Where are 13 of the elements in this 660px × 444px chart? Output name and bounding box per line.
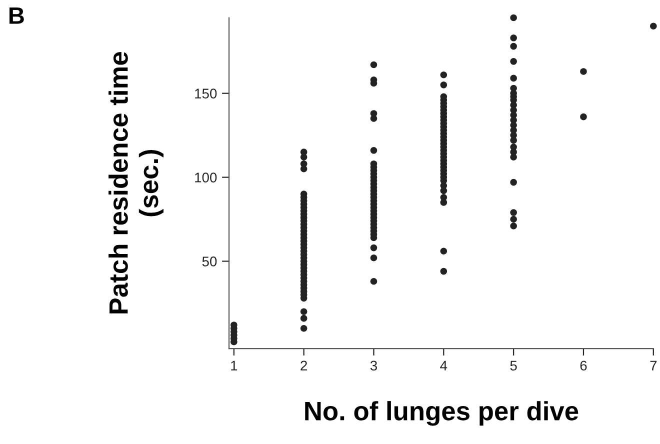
x-tick-label: 4 [440,360,448,370]
text: B [10,8,24,24]
x-tick-label: 2 [300,360,307,370]
x-tick-label: 6 [580,360,587,371]
y-tick-label: 50 [202,256,217,266]
x-tick-label: 1 [231,360,238,370]
x-tick-label: 3 [370,360,377,371]
x-tick-label: 7 [650,360,657,370]
x-axis-title: No. of lunges per dive [305,401,578,426]
y-tick-label: 100 [195,172,217,182]
y-axis-title: Patch residence time (sec.) [108,52,164,314]
y-tick-label: 150 [195,88,217,98]
x-tick-label: 5 [510,360,517,371]
